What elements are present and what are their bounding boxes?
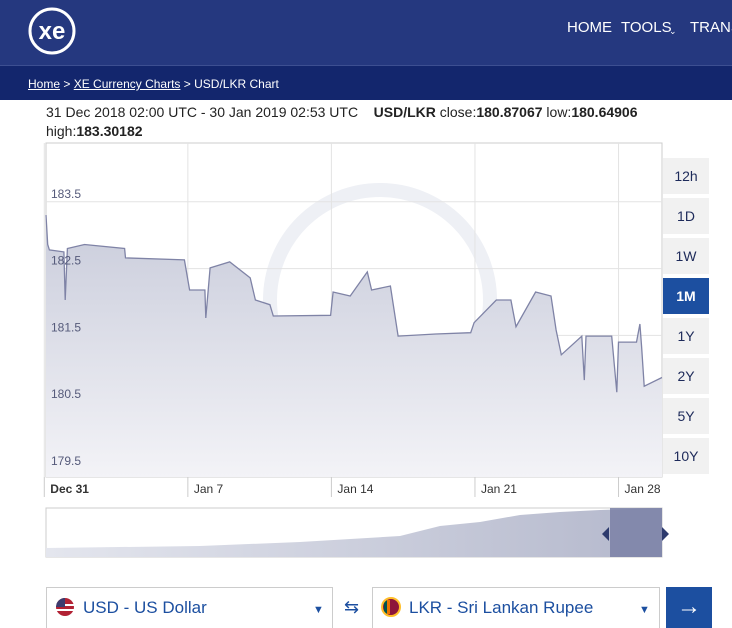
crumb-current: USD/LKR Chart	[194, 77, 279, 91]
swap-icon[interactable]: ⇆	[344, 597, 360, 617]
close-value: 180.87067	[476, 104, 543, 120]
close-label: close:	[439, 104, 477, 120]
x-tick-label: Jan 7	[194, 482, 224, 496]
y-tick-label: 180.5	[51, 387, 81, 401]
range-button[interactable]: 1W	[663, 238, 709, 274]
x-tick-label: Jan 21	[481, 482, 517, 496]
logo[interactable]: xe	[26, 6, 80, 56]
flag	[381, 597, 401, 617]
crumb-sep: >	[183, 77, 191, 91]
range-button[interactable]: 1D	[663, 198, 709, 234]
navigator-handle[interactable]	[602, 527, 609, 541]
dropdown-arrow[interactable]: ▼	[639, 604, 650, 616]
from-text[interactable]: USD - US Dollar	[83, 598, 207, 617]
area-fill	[46, 215, 662, 477]
low-value: 180.64906	[571, 104, 638, 120]
breadcrumb: Home > XE Currency Charts > USD/LKR Char…	[0, 65, 732, 100]
price-line	[45, 215, 663, 393]
navigator-area	[46, 508, 662, 557]
low-label: low:	[546, 104, 572, 120]
from-select[interactable]: USD - US Dollar ▼	[46, 587, 333, 628]
convert-button[interactable]: →	[666, 587, 712, 628]
header: xe HOME TOOLS ⌄ TRANS	[0, 0, 732, 65]
y-tick-label: 181.5	[51, 320, 81, 334]
dropdown-arrow[interactable]: ▼	[313, 604, 324, 616]
x-tick-label: Jan 28	[625, 482, 661, 496]
crumb-link[interactable]: XE Currency Charts	[73, 77, 181, 91]
info-line: high:183.30182	[46, 123, 143, 139]
to-text[interactable]: LKR - Sri Lankan Rupee	[409, 598, 594, 617]
x-tick-label: Dec 31	[50, 482, 89, 496]
range-button[interactable]: 12h	[663, 158, 709, 194]
flag	[56, 598, 74, 616]
nav-item[interactable]: TRANS	[690, 19, 732, 36]
x-tick-label: Jan 14	[337, 482, 373, 496]
logo-text[interactable]: xe	[39, 18, 66, 45]
range-button[interactable]: 1M	[663, 278, 709, 314]
range-button[interactable]: 5Y	[663, 398, 709, 434]
navigator-window[interactable]	[610, 508, 662, 557]
date-range: 31 Dec 2018 02:00 UTC - 30 Jan 2019 02:5…	[46, 104, 359, 120]
high-label: high:	[46, 123, 77, 139]
navigator-handle[interactable]	[662, 527, 669, 541]
nav-item[interactable]: HOME	[567, 19, 612, 36]
range-button[interactable]: 1Y	[663, 318, 709, 354]
range-button[interactable]: 10Y	[663, 438, 709, 474]
pair: USD/LKR	[373, 104, 436, 120]
range-button[interactable]: 2Y	[663, 358, 709, 394]
crumb-sep: >	[63, 77, 71, 91]
info-line: 31 Dec 2018 02:00 UTC - 30 Jan 2019 02:5…	[46, 104, 638, 120]
y-tick-label: 183.5	[51, 187, 81, 201]
high-value: 183.30182	[76, 123, 143, 139]
to-select[interactable]: LKR - Sri Lankan Rupee ▼	[372, 587, 660, 628]
y-tick-label: 182.5	[51, 254, 81, 268]
nav-item[interactable]: TOOLS	[621, 19, 672, 36]
crumb-link[interactable]: Home	[28, 77, 61, 91]
nav-caret: ⌄	[669, 26, 677, 36]
y-tick-label: 179.5	[51, 454, 81, 468]
